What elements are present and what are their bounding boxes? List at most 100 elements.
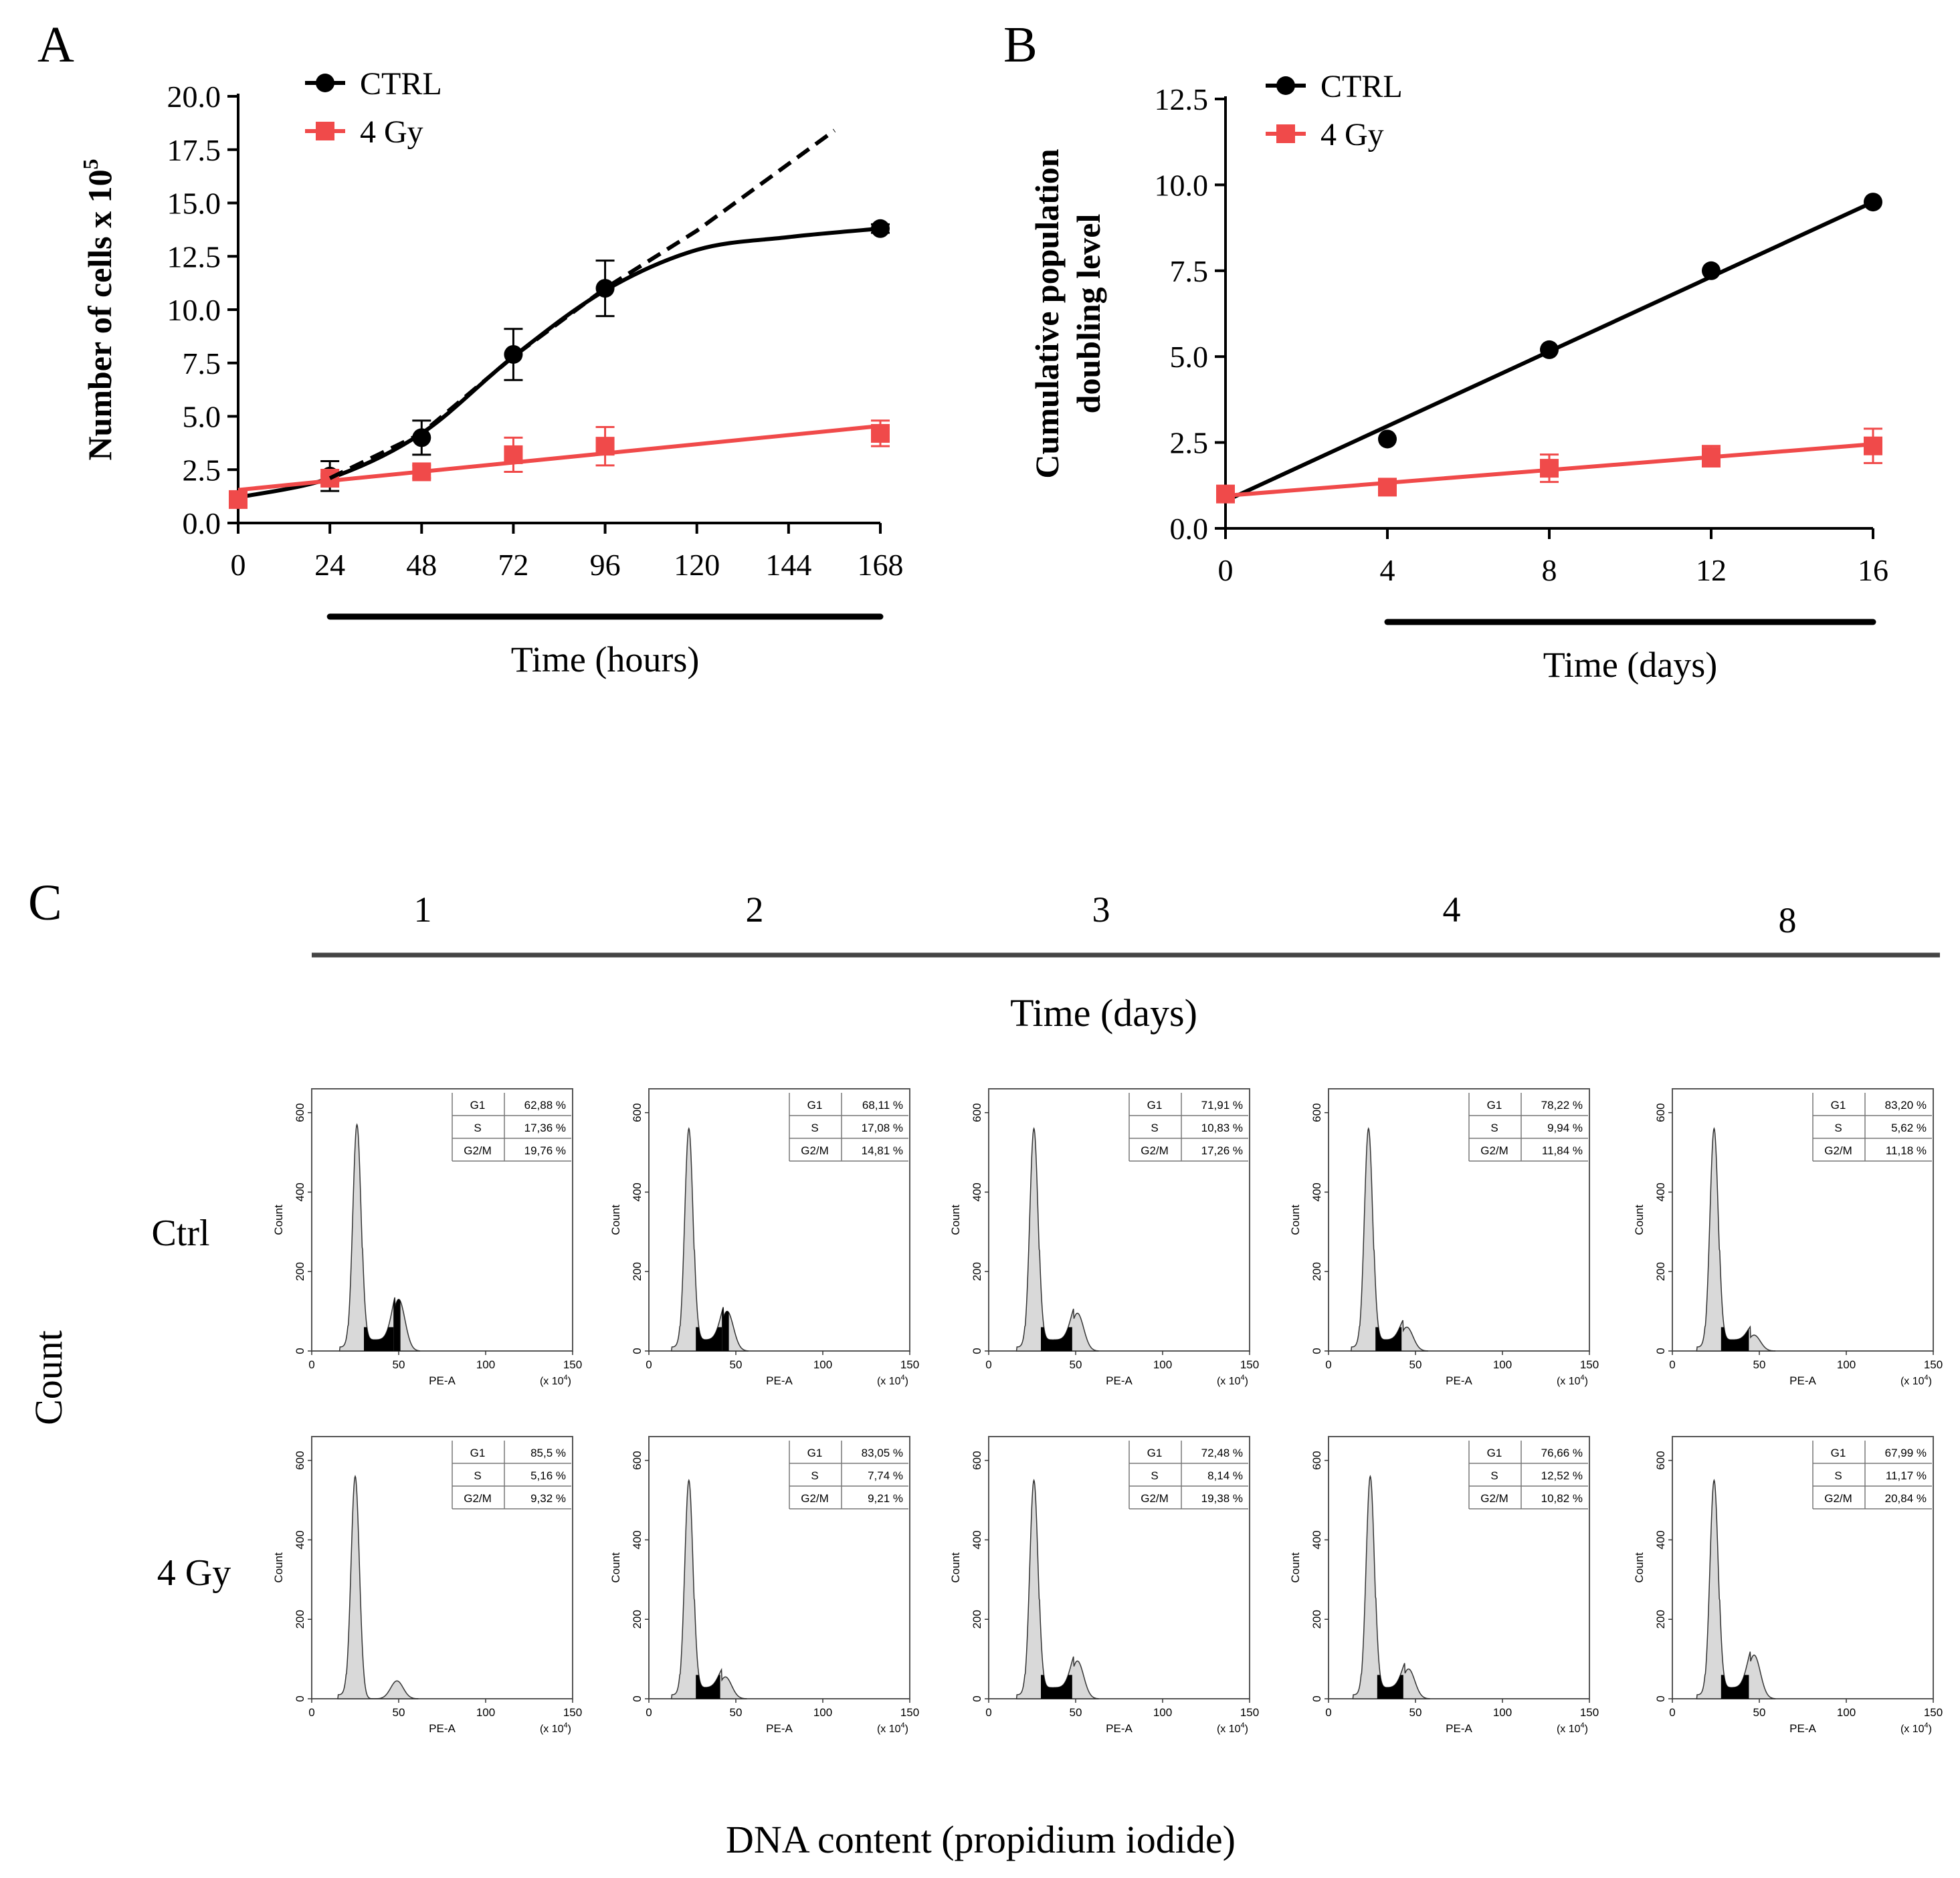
hist-y-tick-label: 200 [631, 1610, 644, 1629]
hist-x-unit-close: ) [1245, 1724, 1248, 1735]
hist-x-unit-text: (x 10 [540, 1724, 564, 1735]
hist-x-tick-label: 50 [1409, 1358, 1422, 1371]
count-axis-label: Count [27, 1330, 70, 1425]
hist-x-unit-text: (x 10 [877, 1724, 901, 1735]
hist-x-axis-label: PE-A [1446, 1722, 1472, 1735]
y-axis-label-superscript: 5 [78, 159, 102, 169]
hist-x-unit-text: (x 10 [1217, 1376, 1241, 1387]
hist-x-axis-label: PE-A [766, 1374, 793, 1387]
ctrl-fit-line [237, 226, 881, 500]
hist-y-axis-label: Count [272, 1205, 285, 1235]
hist-y-tick-label: 400 [1310, 1530, 1323, 1549]
legend-gy-marker [1276, 124, 1295, 143]
hist-x-unit: (x 104) [877, 1721, 908, 1735]
hist-x-unit-close: ) [568, 1724, 571, 1735]
hist-y-tick-label: 600 [1654, 1451, 1667, 1469]
phase-name: G1 [470, 1099, 486, 1112]
hist-x-tick-label: 100 [1837, 1706, 1856, 1719]
panel-label-c: C [28, 875, 62, 931]
hist-x-tick-label: 150 [563, 1706, 582, 1719]
ctrl-data-point [1702, 261, 1721, 280]
hist-x-tick-label: 0 [646, 1358, 652, 1371]
hist-x-unit-sup: 4 [1925, 1374, 1929, 1382]
hist-x-unit: (x 104) [877, 1374, 908, 1387]
hist-x-tick-label: 50 [730, 1358, 743, 1371]
hist-x-unit-sup: 4 [901, 1721, 905, 1730]
hist-y-tick-label: 0 [294, 1695, 306, 1701]
x-tick-label: 0 [1218, 553, 1234, 587]
hist-x-tick-label: 150 [900, 1706, 919, 1719]
phase-name: S [1834, 1469, 1842, 1482]
phase-name: G2/M [801, 1144, 829, 1157]
hist-x-unit-text: (x 10 [877, 1376, 901, 1387]
y-tick-label: 5.0 [1170, 340, 1209, 374]
s-phase-fill [696, 1675, 720, 1699]
hist-x-tick-label: 0 [308, 1358, 314, 1371]
gy-fit-line [237, 423, 881, 492]
y-tick-label: 12.5 [167, 239, 221, 274]
g2m-fill [393, 1297, 401, 1351]
phase-name: S [474, 1122, 481, 1134]
hist-y-tick-label: 600 [294, 1451, 306, 1469]
legend-ctrl-marker [1276, 76, 1295, 95]
hist-x-unit-sup: 4 [564, 1374, 568, 1382]
phase-percent: 12,52 % [1541, 1469, 1583, 1482]
day-label: 2 [746, 890, 764, 930]
phase-name: S [1151, 1469, 1158, 1482]
hist-y-axis-label: Count [272, 1552, 285, 1583]
hist-x-axis-label: PE-A [429, 1722, 456, 1735]
gy-data-point [504, 445, 523, 464]
phase-percent: 17,36 % [524, 1122, 566, 1134]
hist-x-unit-close: ) [1929, 1376, 1932, 1387]
hist-x-tick-label: 150 [1580, 1358, 1599, 1371]
hist-y-tick-label: 600 [1310, 1103, 1323, 1122]
hist-x-axis-label: PE-A [766, 1722, 793, 1735]
phase-name: S [1490, 1469, 1498, 1482]
hist-x-tick-label: 0 [1669, 1706, 1675, 1719]
histogram-curve [671, 1127, 749, 1352]
gy-data-point [1216, 484, 1235, 504]
histogram-panel: 0 50 100 150 0 200 400 600 PE-A (x 104) Count G1 68,… [609, 1088, 919, 1387]
hist-y-tick-label: 400 [631, 1182, 644, 1201]
x-tick-label: 8 [1542, 553, 1557, 587]
hist-y-tick-label: 400 [1654, 1182, 1667, 1201]
hist-y-tick-label: 600 [971, 1103, 983, 1122]
hist-x-tick-label: 50 [1409, 1706, 1422, 1719]
hist-x-unit-sup: 4 [1241, 1374, 1245, 1382]
phase-percent: 5,16 % [530, 1469, 566, 1482]
hist-x-tick-label: 100 [1493, 1358, 1512, 1371]
histogram-curve [337, 1475, 419, 1699]
hist-y-tick-label: 400 [1310, 1182, 1323, 1201]
day-label: 3 [1092, 890, 1110, 930]
hist-y-tick-label: 600 [1654, 1103, 1667, 1122]
x-axis-label: Time (hours) [511, 639, 700, 680]
hist-x-axis-label: PE-A [1789, 1722, 1816, 1735]
hist-y-tick-label: 200 [294, 1610, 306, 1629]
histogram-panel: 0 50 100 150 0 200 400 600 PE-A (x 104) Count G1 76,… [1289, 1436, 1599, 1735]
hist-x-tick-label: 100 [1153, 1358, 1172, 1371]
ctrl-data-point [871, 219, 890, 238]
phase-name: G2/M [1824, 1492, 1852, 1505]
s-phase-fill [1041, 1327, 1072, 1351]
histogram-panel: 0 50 100 150 0 200 400 600 PE-A (x 104) Count G1 85,… [272, 1436, 582, 1735]
y-tick-label: 15.0 [167, 187, 221, 221]
phase-percent: 9,32 % [530, 1492, 566, 1505]
phase-name: G1 [470, 1447, 486, 1459]
hist-x-unit-close: ) [568, 1376, 571, 1387]
x-tick-label: 4 [1380, 553, 1395, 587]
time-axis-label: Time (days) [1010, 991, 1197, 1035]
x-tick-label: 168 [858, 548, 904, 582]
x-tick-label: 120 [674, 548, 720, 582]
hist-x-tick-label: 50 [730, 1706, 743, 1719]
histogram-panel: 0 50 100 150 0 200 400 600 PE-A (x 104) Count G1 72,… [949, 1436, 1259, 1735]
legend-gy-marker [316, 122, 334, 140]
y-tick-label: 2.5 [1170, 426, 1209, 460]
exponential-fit-line [328, 128, 836, 480]
row-label-gy: 4 Gy [157, 1552, 231, 1594]
phase-name: G2/M [1480, 1492, 1508, 1505]
phase-name: S [1834, 1122, 1842, 1134]
phase-percent: 72,48 % [1201, 1447, 1243, 1459]
phase-percent: 68,11 % [862, 1099, 903, 1112]
phase-name: G1 [1487, 1447, 1502, 1459]
phase-name: G2/M [801, 1492, 829, 1505]
